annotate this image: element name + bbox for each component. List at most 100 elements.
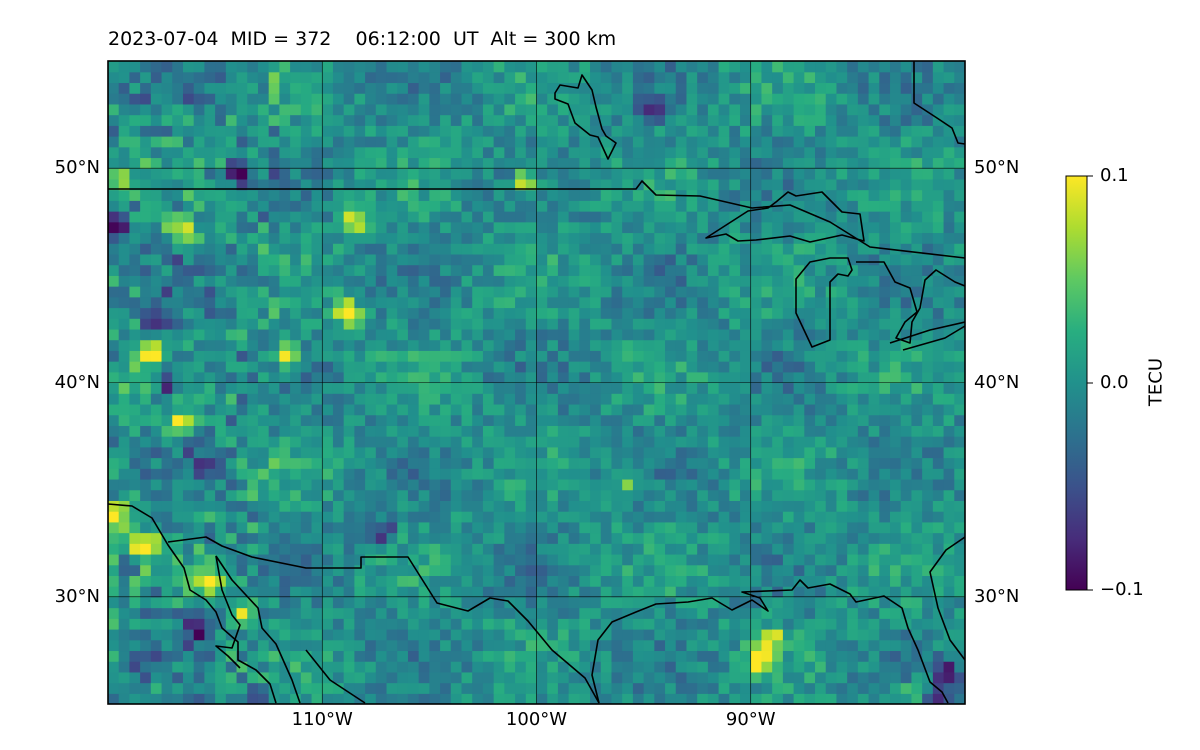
heat-cell: [675, 650, 688, 662]
heat-cell: [793, 511, 805, 523]
heat-cell: [772, 157, 784, 169]
heat-cell: [815, 575, 827, 587]
heat-cell: [654, 114, 666, 126]
heat-cell: [429, 339, 441, 351]
heat-cell: [879, 393, 891, 405]
heat-cell: [172, 511, 184, 523]
heat-cell: [472, 71, 484, 84]
heat-cell: [740, 650, 752, 662]
heat-cell: [686, 146, 698, 159]
heat-cell: [290, 146, 302, 159]
heat-cell: [879, 286, 891, 298]
heat-cell: [857, 350, 870, 362]
heat-cell: [525, 243, 538, 255]
heat-cell: [825, 457, 838, 469]
heat-cell: [407, 211, 420, 223]
heat-cell: [300, 575, 313, 587]
heat-cell: [354, 178, 366, 191]
heat-cell: [461, 82, 473, 94]
heat-cell: [675, 682, 688, 694]
heat-cell: [236, 71, 248, 84]
heat-cell: [504, 575, 516, 587]
heat-cell: [900, 436, 913, 448]
heat-cell: [493, 93, 505, 105]
heat-cell: [332, 586, 345, 598]
heat-cell: [332, 114, 345, 126]
heat-cell: [954, 564, 965, 576]
heat-cell: [943, 543, 955, 555]
heat-cell: [461, 511, 473, 523]
heat-cell: [954, 661, 965, 673]
heat-cell: [815, 671, 827, 684]
heat-cell: [804, 382, 816, 394]
heat-cell: [643, 264, 655, 276]
heat-cell: [847, 693, 859, 704]
heat-cell: [515, 543, 527, 555]
heat-cell: [815, 103, 827, 116]
heat-cell: [386, 543, 398, 555]
heat-cell: [129, 328, 141, 341]
heat-cell: [943, 114, 955, 126]
heat-cell: [257, 71, 270, 84]
heat-cell: [675, 511, 688, 523]
heat-cell: [375, 125, 388, 137]
heat-cell: [622, 200, 634, 212]
heat-cell: [375, 403, 388, 416]
heat-cell: [257, 586, 270, 598]
heat-cell: [150, 414, 163, 426]
heat-cell: [204, 414, 216, 426]
heat-cell: [868, 114, 880, 126]
heat-cell: [954, 618, 965, 630]
heat-cell: [332, 511, 345, 523]
heat-cell: [504, 661, 516, 673]
heat-cell: [108, 618, 120, 630]
heat-cell: [622, 403, 634, 416]
heat-cell: [397, 168, 409, 180]
heat-cell: [290, 575, 302, 587]
heat-cell: [397, 564, 409, 576]
heat-cell: [793, 211, 805, 223]
heat-cell: [118, 628, 131, 641]
heat-cell: [332, 339, 345, 351]
heat-cell: [482, 693, 495, 704]
heat-cell: [493, 361, 505, 373]
heat-cell: [450, 436, 463, 448]
heat-cell: [247, 521, 259, 534]
heat-cell: [847, 661, 859, 673]
heat-cell: [504, 650, 516, 662]
heat-cell: [890, 682, 902, 694]
heat-cell: [343, 543, 355, 555]
heat-cell: [697, 318, 709, 330]
heat-cell: [879, 596, 891, 609]
heat-cell: [568, 564, 580, 576]
heat-cell: [804, 211, 816, 223]
heat-cell: [225, 361, 238, 373]
heat-cell: [943, 425, 955, 437]
heat-cell: [118, 103, 131, 116]
heat-cell: [493, 628, 505, 641]
heat-cell: [225, 328, 238, 341]
heat-cell: [922, 61, 934, 73]
heat-cell: [804, 61, 816, 73]
heat-cell: [654, 575, 666, 587]
heat-cell: [193, 146, 206, 159]
heat-cell: [579, 564, 591, 576]
heat-cell: [632, 457, 645, 469]
heat-cell: [536, 296, 548, 309]
heat-cell: [590, 371, 602, 384]
heat-cell: [129, 264, 141, 276]
heat-cell: [922, 607, 934, 619]
heat-cell: [247, 500, 259, 512]
heat-cell: [332, 221, 345, 234]
heat-cell: [804, 403, 816, 416]
heat-cell: [290, 61, 302, 73]
heat-cell: [482, 607, 495, 619]
heat-cell: [354, 264, 366, 276]
heat-cell: [729, 243, 741, 255]
heat-cell: [225, 393, 238, 405]
heat-cell: [911, 446, 923, 459]
heat-cell: [397, 511, 409, 523]
heat-cell: [600, 457, 613, 469]
heat-cell: [815, 296, 827, 309]
heat-cell: [343, 286, 355, 298]
